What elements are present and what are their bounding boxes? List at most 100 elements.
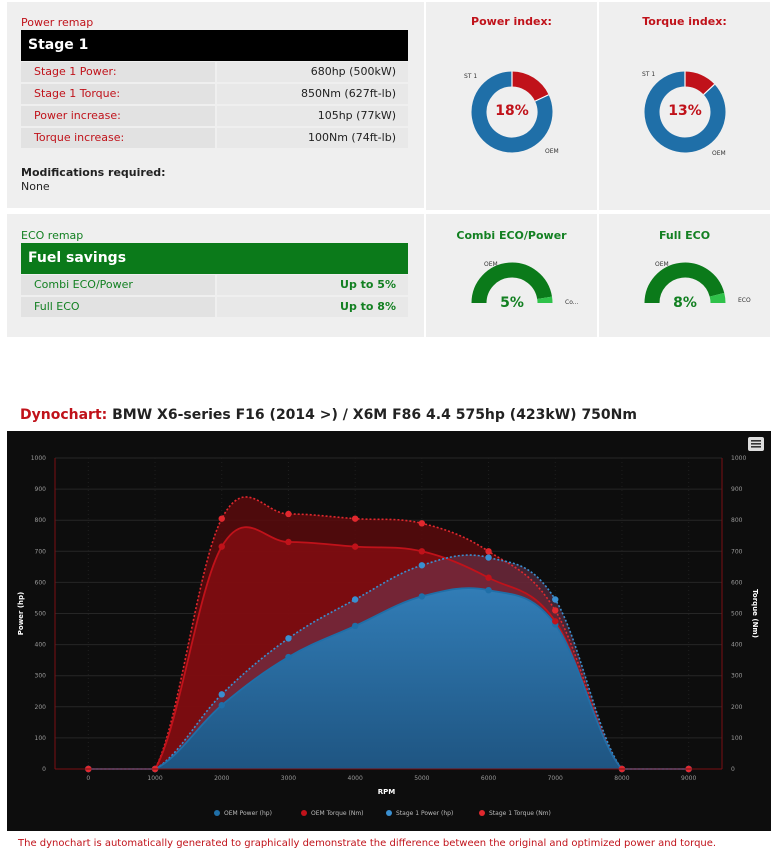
- combi-eco-title: Combi ECO/Power: [456, 229, 567, 242]
- legend-item[interactable]: OEM Torque (Nm): [301, 810, 364, 817]
- data-point[interactable]: [418, 562, 426, 569]
- fuel-savings-bar: Fuel savings: [21, 243, 408, 274]
- x-tick-label: 1000: [147, 775, 162, 782]
- data-point[interactable]: [485, 586, 492, 594]
- data-point[interactable]: [285, 653, 292, 661]
- full-eco-gauge: [644, 262, 726, 304]
- full-eco-title: Full ECO: [658, 229, 711, 242]
- power-remap-row: Torque increase: 100Nm (74ft-lb): [21, 128, 408, 148]
- torque-index-panel: [599, 2, 770, 210]
- power-remap-row-label: Power increase:: [21, 106, 215, 126]
- dynochart-container: 0 0 100 100 200 200 300 300 400 400 500 500 600 600 70…: [7, 431, 771, 831]
- x-tick-label: 0: [86, 775, 90, 782]
- data-point[interactable]: [218, 702, 225, 709]
- power-remap-title: Power remap: [21, 16, 94, 29]
- power-remap-row-value: 680hp (500kW): [217, 62, 408, 82]
- data-point[interactable]: [285, 510, 292, 518]
- y-tick-label-left: 400: [35, 642, 47, 649]
- combi-eco-eco-label: Co...: [565, 299, 579, 306]
- torque-index-oem-slice: [644, 71, 726, 153]
- data-point[interactable]: [418, 520, 426, 527]
- y-tick-label-left: 900: [35, 486, 47, 493]
- torque-index-title: Torque index:: [642, 15, 727, 28]
- combi-eco-oem-arc: [471, 262, 552, 304]
- data-point[interactable]: [218, 691, 225, 698]
- data-point[interactable]: [418, 593, 426, 600]
- data-point[interactable]: [351, 622, 359, 630]
- combi-eco-percent: 5%: [500, 295, 524, 311]
- y-tick-label-left: 200: [35, 704, 47, 711]
- eco-remap-row-value: Up to 5%: [217, 275, 408, 295]
- modifications-value: None: [21, 180, 50, 193]
- data-point[interactable]: [485, 554, 492, 561]
- power-remap-row: Power increase: 105hp (77kW): [21, 106, 408, 126]
- power-remap-row-label: Stage 1 Power:: [21, 62, 215, 82]
- torque-index-stage-slice: [684, 71, 715, 95]
- data-point[interactable]: [285, 538, 292, 546]
- data-point[interactable]: [418, 548, 426, 555]
- eco-remap-row: Full ECO Up to 8%: [21, 297, 408, 317]
- full-eco-oem-arc: [644, 262, 725, 304]
- power-index-title: Power index:: [471, 15, 552, 28]
- y-tick-label-right: 300: [731, 673, 743, 680]
- torque-index-st-label: ST 1: [642, 71, 656, 78]
- data-point[interactable]: [351, 543, 359, 550]
- full-eco-eco-label: ECO: [738, 297, 751, 304]
- series-line: [88, 496, 689, 770]
- legend-item[interactable]: OEM Power (hp): [214, 810, 272, 817]
- y-tick-label-right: 100: [731, 735, 743, 742]
- eco-remap-row-value: Up to 8%: [217, 297, 408, 317]
- y-tick-label-left: 600: [35, 579, 47, 586]
- y-tick-label-right: 500: [731, 611, 743, 618]
- legend-marker: [386, 810, 392, 816]
- x-tick-label: 9000: [681, 775, 696, 782]
- data-point[interactable]: [285, 635, 292, 642]
- data-point[interactable]: [351, 515, 359, 522]
- series-area: [88, 588, 689, 769]
- legend-label: OEM Torque (Nm): [311, 810, 364, 817]
- modifications-label: Modifications required:: [21, 166, 166, 179]
- power-remap-row-value: 850Nm (627ft-lb): [217, 84, 408, 104]
- chart-menu-icon[interactable]: [748, 437, 764, 451]
- power-remap-row-label: Stage 1 Torque:: [21, 84, 215, 104]
- legend-item[interactable]: Stage 1 Power (hp): [386, 810, 453, 817]
- data-point[interactable]: [552, 618, 559, 625]
- torque-index-divider: [703, 83, 715, 95]
- y-tick-label-left: 1000: [31, 455, 46, 462]
- power-remap-row: Stage 1 Torque: 850Nm (627ft-lb): [21, 84, 408, 104]
- x-tick-label: 6000: [481, 775, 496, 782]
- power-remap-row-value: 105hp (77kW): [217, 106, 408, 126]
- data-point[interactable]: [218, 543, 225, 550]
- y-tick-label-left: 300: [35, 673, 47, 680]
- x-tick-label: 3000: [281, 775, 296, 782]
- torque-index-oem-label: OEM: [712, 150, 726, 157]
- x-tick-label: 4000: [348, 775, 363, 782]
- dynochart-svg: 0 0 100 100 200 200 300 300 400 400 500 500 600 600 70…: [17, 437, 764, 817]
- eco-remap-title: ECO remap: [21, 229, 84, 242]
- x-axis-label: RPM: [378, 788, 396, 796]
- data-point[interactable]: [552, 607, 559, 614]
- legend-label: OEM Power (hp): [224, 810, 272, 817]
- power-index-st-label: ST 1: [464, 73, 478, 80]
- power-index-divider: [534, 94, 549, 102]
- y-tick-label-right: 0: [731, 766, 735, 773]
- x-tick-label: 7000: [548, 775, 563, 782]
- y-axis-label-left: Power (hp): [17, 592, 25, 635]
- y-tick-label-right: 1000: [731, 455, 746, 462]
- dynochart-title-vehicle: BMW X6-series F16 (2014 >) / X6M F86 4.4…: [107, 407, 637, 423]
- legend-item[interactable]: Stage 1 Torque (Nm): [479, 810, 551, 817]
- y-tick-label-right: 900: [731, 486, 743, 493]
- power-index-stage-slice: [511, 71, 549, 102]
- y-tick-label-right: 800: [731, 517, 743, 524]
- power-index-percent: 18%: [495, 103, 529, 119]
- power-index-panel: [426, 2, 597, 210]
- y-tick-label-left: 100: [35, 735, 47, 742]
- y-tick-label-left: 800: [35, 517, 47, 524]
- data-point[interactable]: [485, 548, 492, 555]
- data-point[interactable]: [351, 596, 359, 603]
- data-point[interactable]: [218, 515, 225, 522]
- data-point[interactable]: [485, 574, 492, 581]
- data-point[interactable]: [552, 596, 559, 603]
- power-remap-row-label: Torque increase:: [21, 128, 215, 148]
- power-index-donut: [471, 71, 553, 153]
